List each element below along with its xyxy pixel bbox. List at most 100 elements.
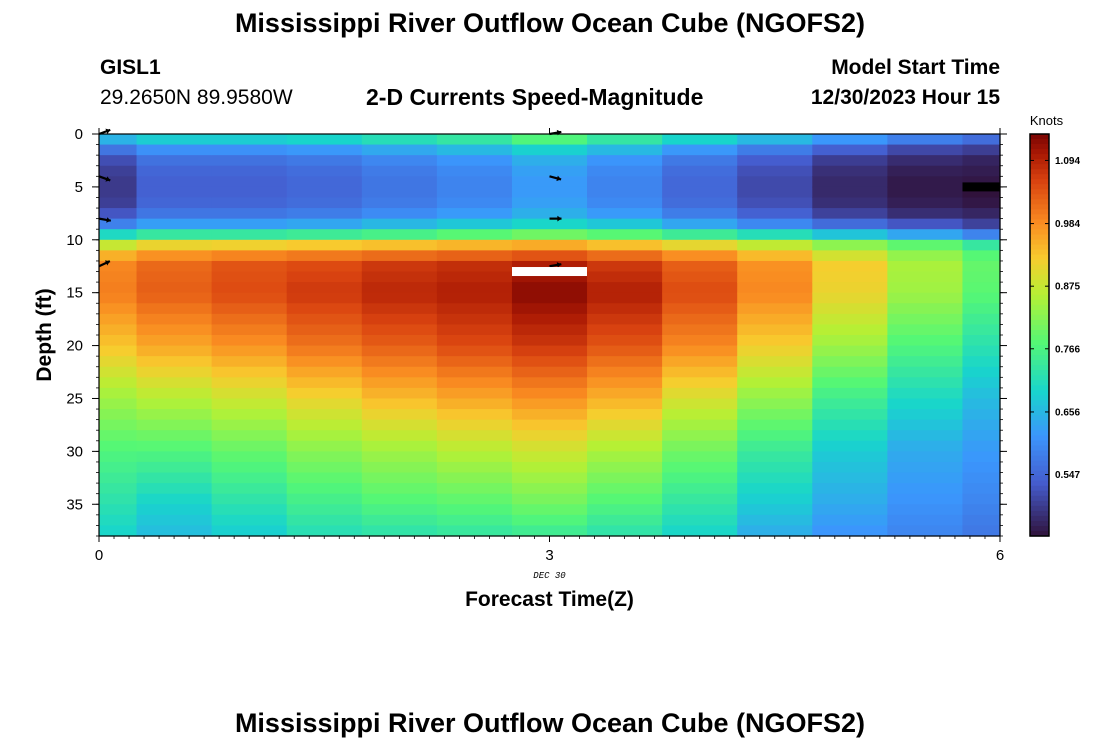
heatmap-cell — [286, 377, 363, 389]
heatmap-cell — [136, 260, 213, 273]
heatmap-cell — [737, 345, 813, 357]
heatmap-cell — [887, 440, 964, 452]
heatmap-cell — [99, 218, 138, 230]
heatmap-cell — [587, 239, 663, 251]
heatmap-cell — [737, 366, 813, 378]
heatmap-cell — [211, 324, 288, 336]
heatmap-cell — [361, 525, 438, 537]
heatmap-cell — [99, 229, 138, 241]
heatmap-cell — [511, 525, 588, 537]
heatmap-cell — [361, 134, 438, 146]
heatmap-cell — [286, 271, 363, 283]
heatmap-cell — [587, 155, 663, 167]
heatmap-cell — [511, 514, 588, 527]
heatmap-cell — [812, 409, 888, 421]
heatmap-cell — [812, 504, 888, 516]
heatmap-cell — [436, 292, 513, 304]
colorbar-segment — [1030, 224, 1049, 231]
heatmap-cell — [587, 292, 663, 304]
heatmap-cell — [436, 165, 513, 177]
y-tick-label: 5 — [75, 179, 83, 196]
heatmap-cell — [136, 451, 213, 463]
heatmap-cell — [962, 271, 1001, 283]
heatmap-cell — [962, 472, 1001, 484]
colorbar-segment — [1030, 435, 1049, 442]
heatmap-cell — [737, 430, 813, 442]
colorbar-segment — [1030, 490, 1049, 497]
date-label: DEC 30 — [533, 571, 566, 581]
heatmap-cell — [662, 186, 738, 199]
colorbar-segment — [1030, 309, 1049, 316]
colorbar-segment — [1030, 209, 1049, 215]
heatmap-cell — [286, 313, 363, 326]
heatmap-cell — [99, 440, 138, 452]
heatmap-cell — [436, 366, 513, 378]
colorbar-segment — [1030, 259, 1049, 266]
heatmap-cell — [361, 271, 438, 283]
colorbar-segment — [1030, 214, 1049, 221]
heatmap-cell — [737, 493, 813, 505]
heatmap-cell — [587, 430, 663, 442]
heatmap-cell — [812, 144, 888, 156]
heatmap-cell — [737, 144, 813, 156]
colorbar-segment — [1030, 174, 1049, 180]
heatmap-cell — [211, 451, 288, 463]
heatmap-cell — [436, 493, 513, 505]
heatmap-cell — [361, 440, 438, 452]
heatmap-cell — [361, 292, 438, 304]
colorbar-segment — [1030, 385, 1049, 391]
heatmap-cell — [361, 176, 438, 188]
heatmap-cell — [812, 250, 888, 262]
heatmap-cell — [737, 324, 813, 336]
heatmap-cell — [436, 197, 513, 209]
heatmap-cell — [662, 250, 738, 262]
heatmap-cell — [136, 313, 213, 326]
colorbar-segment — [1030, 234, 1049, 241]
heatmap-cell — [286, 324, 363, 336]
heatmap-cell — [436, 440, 513, 452]
heatmap-cell — [361, 345, 438, 357]
heatmap-cell — [812, 419, 888, 431]
heatmap-cell — [286, 419, 363, 431]
heatmap-cell — [887, 409, 964, 421]
heatmap-cell — [136, 398, 213, 410]
heatmap-cell — [587, 335, 663, 347]
heatmap-cell — [662, 430, 738, 442]
heatmap-cell — [286, 366, 363, 378]
heatmap-cell — [286, 504, 363, 516]
heatmap-cell — [812, 366, 888, 378]
heatmap-cell — [737, 440, 813, 452]
colorbar-segment — [1030, 279, 1049, 286]
heatmap-cell — [887, 324, 964, 336]
heatmap-cell — [962, 430, 1001, 442]
heatmap-cell — [99, 366, 138, 378]
heatmap-cell — [587, 176, 663, 188]
heatmap-cell — [887, 514, 964, 527]
heatmap-cell — [812, 313, 888, 326]
heatmap-cell — [511, 430, 588, 442]
colorbar-segment — [1030, 284, 1049, 291]
heatmap-cell — [211, 440, 288, 452]
heatmap-cell — [662, 525, 738, 537]
heatmap-cell — [962, 165, 1001, 177]
heatmap-cell — [286, 229, 363, 241]
model-start-label: Model Start Time — [831, 56, 1000, 79]
heatmap-cell — [136, 303, 213, 315]
heatmap-cell — [99, 155, 138, 167]
heatmap-cell — [812, 229, 888, 241]
heatmap-cell — [99, 239, 138, 251]
heatmap-cell — [812, 218, 888, 230]
colorbar: 1.094 0.984 0.875 0.766 0.656 0.547 — [1029, 133, 1080, 537]
heatmap-cell — [737, 282, 813, 294]
heatmap-cell — [436, 324, 513, 336]
heatmap-cell — [511, 303, 588, 315]
heatmap-cell — [286, 186, 363, 199]
heatmap-cell — [587, 514, 663, 527]
colorbar-segment — [1030, 189, 1049, 195]
heatmap-cell — [962, 134, 1001, 146]
heatmap-cell — [662, 197, 738, 209]
heatmap-cell — [361, 324, 438, 336]
heatmap-cell — [962, 282, 1001, 294]
heatmap-cell — [662, 208, 738, 220]
heatmap-cell — [587, 461, 663, 474]
